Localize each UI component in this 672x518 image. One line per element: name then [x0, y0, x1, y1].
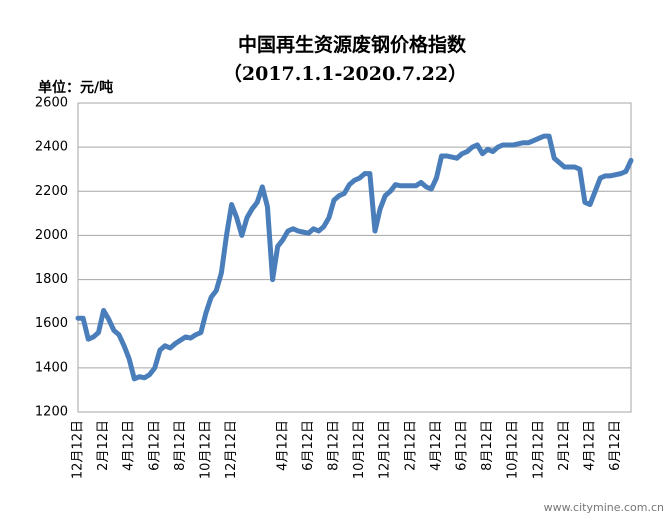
x-tick-label: 4月12日	[275, 420, 290, 471]
x-tick-label: 6月12日	[455, 420, 470, 471]
x-tick-label: 8月12日	[173, 420, 188, 471]
x-tick-label: 12月12日	[378, 420, 393, 479]
x-tick-label: 10月12日	[352, 420, 367, 479]
x-tick-label: 2月12日	[96, 420, 111, 471]
x-tick-label: 10月12日	[506, 420, 521, 479]
chart-title: 中国再生资源废钢价格指数	[238, 33, 467, 56]
x-tick-label: 4月12日	[429, 420, 444, 471]
unit-label: 单位：元/吨	[38, 79, 113, 96]
y-tick-label: 1800	[35, 272, 68, 287]
x-tick-label: 2月12日	[557, 420, 572, 471]
x-tick-label: 12月12日	[224, 420, 239, 479]
x-tick-label: 8月12日	[327, 420, 342, 471]
y-tick-label: 2000	[35, 228, 68, 243]
chart-subtitle: （2017.1.1-2020.7.22）	[223, 62, 467, 85]
watermark: www.citymine.com.cn	[544, 501, 664, 514]
y-tick-label: 2400	[35, 140, 68, 155]
x-tick-label: 2月12日	[403, 420, 418, 471]
x-tick-label: 12月12日	[71, 420, 86, 479]
y-tick-label: 1400	[35, 360, 68, 375]
y-tick-label: 2600	[35, 96, 68, 111]
y-tick-label: 2200	[35, 184, 68, 199]
x-tick-label: 6月12日	[608, 420, 623, 471]
x-tick-label: 6月12日	[301, 420, 316, 471]
price-line	[75, 133, 634, 382]
x-tick-label: 12月12日	[531, 420, 546, 479]
x-tick-label: 10月12日	[199, 420, 214, 479]
x-tick-label: 8月12日	[480, 420, 495, 471]
x-tick-label: 4月12日	[583, 420, 598, 471]
y-tick-label: 1200	[35, 405, 68, 420]
x-tick-label: 6月12日	[147, 420, 162, 471]
y-tick-label: 1600	[35, 316, 68, 331]
x-tick-label: 4月12日	[122, 420, 137, 471]
